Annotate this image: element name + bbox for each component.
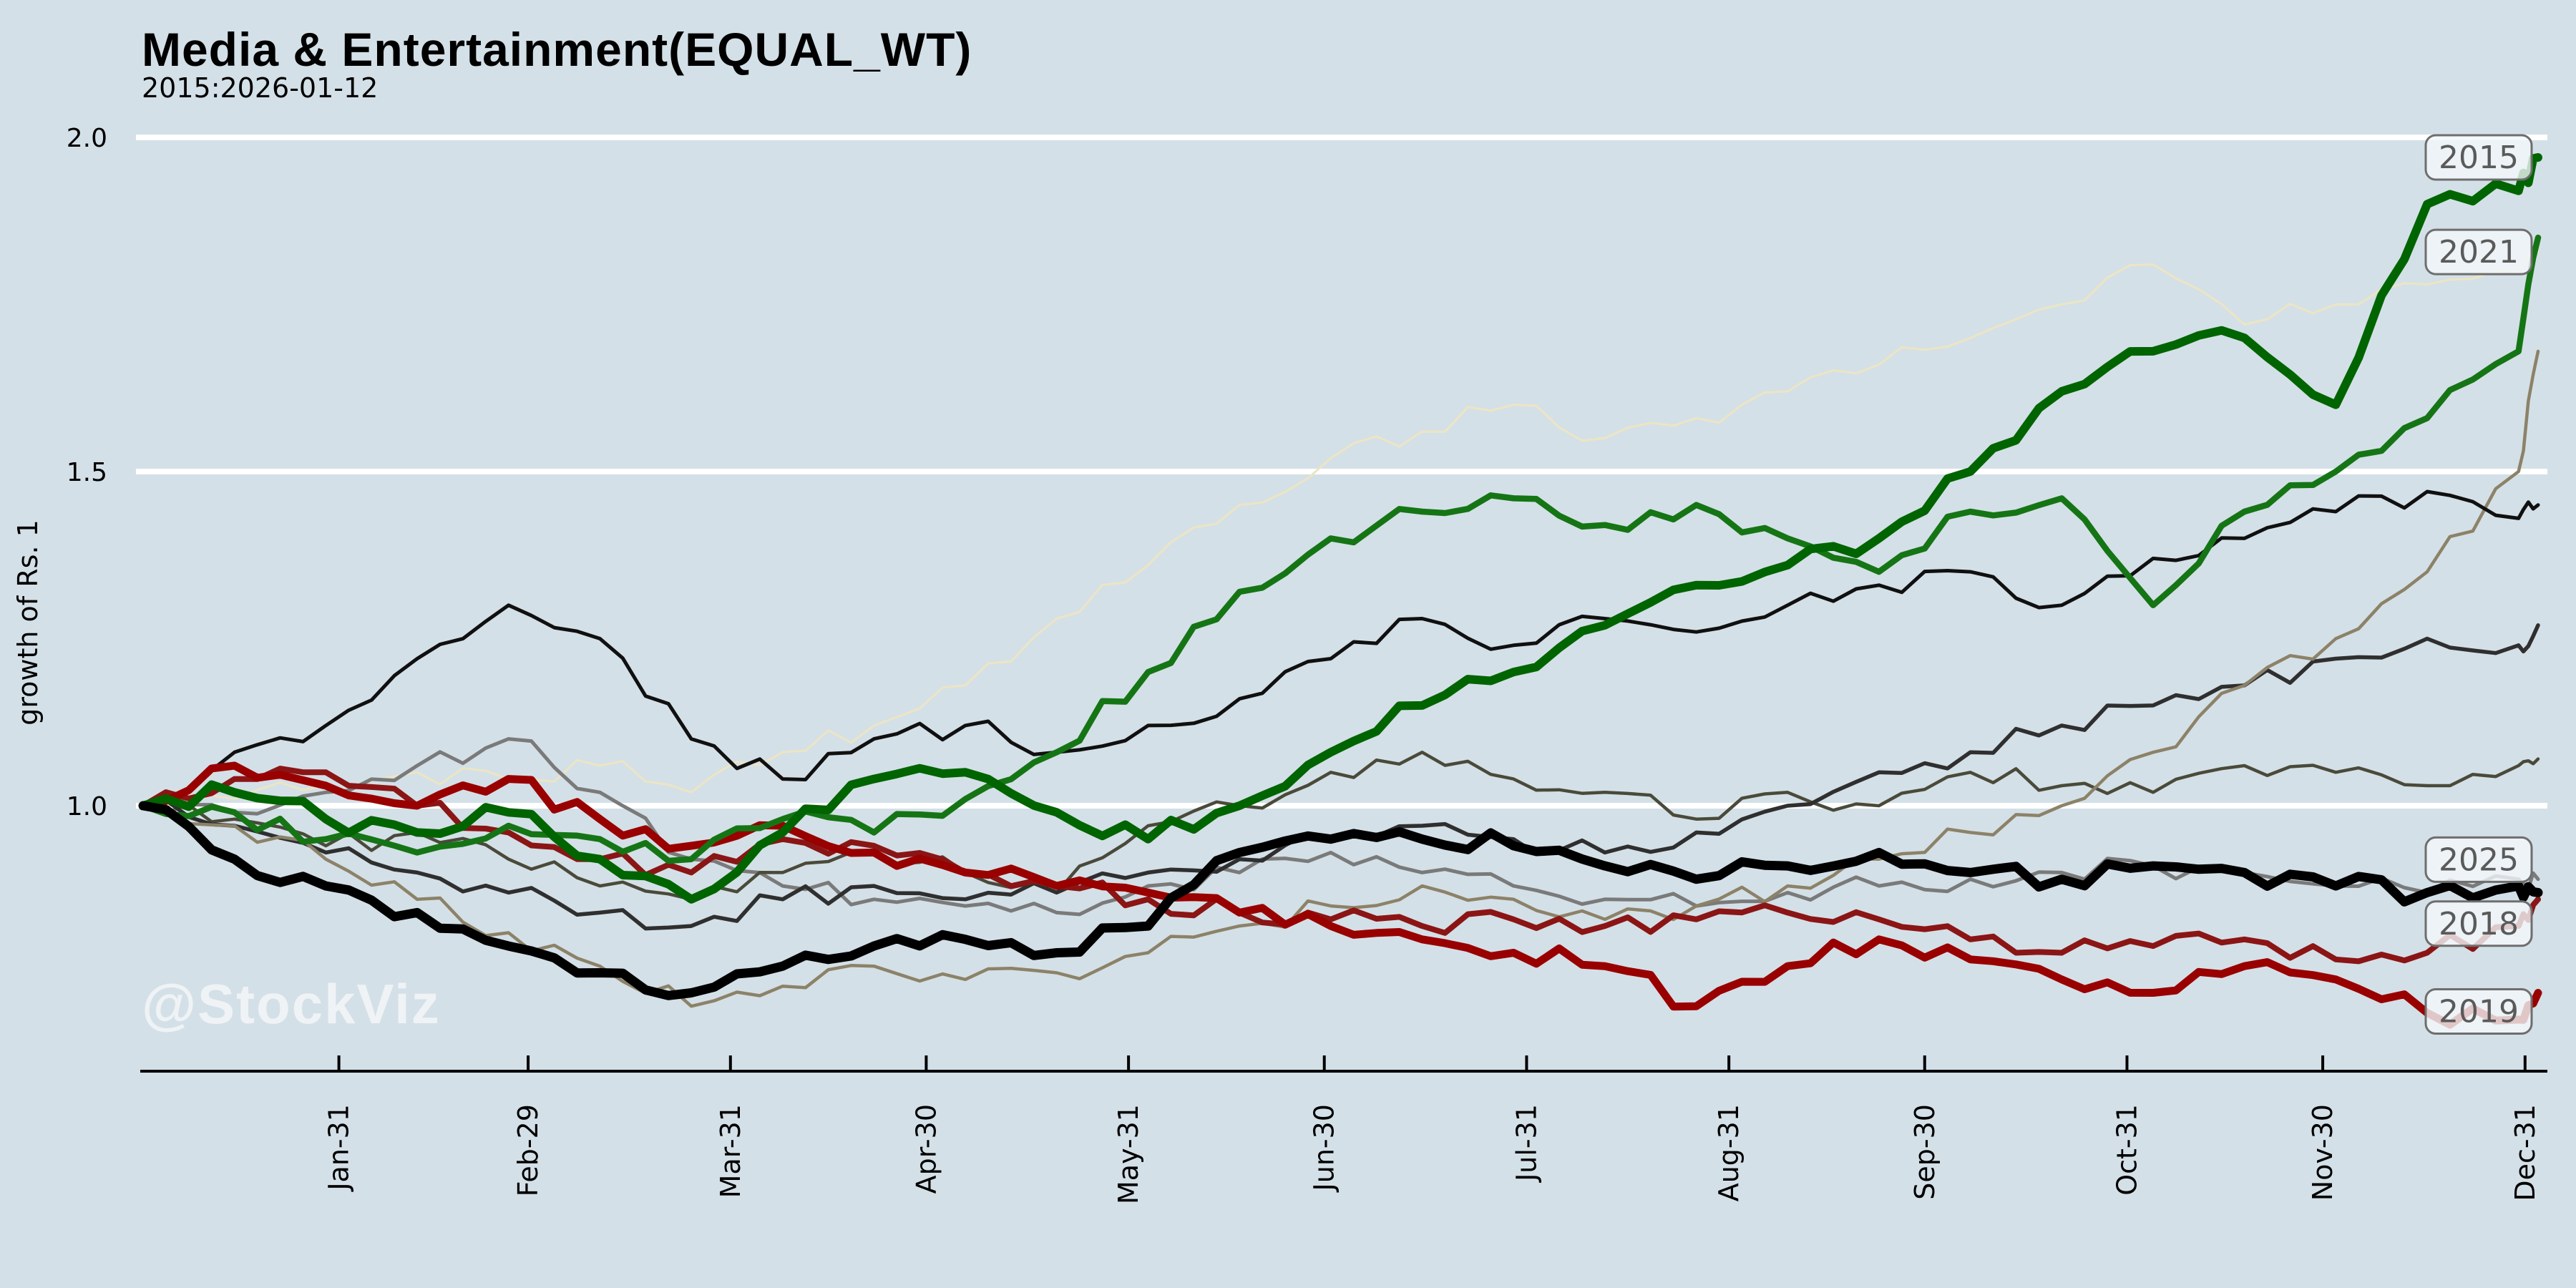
year-label-2019: 2019 — [2439, 994, 2519, 1030]
series-line-2024 — [141, 489, 2540, 808]
year-label-2021: 2021 — [2439, 234, 2519, 270]
series-line-2018 — [140, 766, 2541, 965]
series-line-2017 — [142, 250, 2540, 809]
x-tick-label-Jun-30: Jun-30 — [1309, 1104, 1340, 1192]
y-tick-label-2.0: 2.0 — [67, 124, 107, 153]
series-line-2025 — [138, 801, 2543, 1000]
x-tick-label-May-31: May-31 — [1113, 1104, 1144, 1204]
year-label-box-2021 — [2424, 228, 2533, 275]
y-tick-label-1.5: 1.5 — [67, 458, 107, 487]
x-tick-label-Jul-31: Jul-31 — [1511, 1104, 1542, 1183]
x-tick-label-Jan-31: Jan-31 — [323, 1104, 355, 1192]
year-label-box-2018 — [2424, 900, 2533, 947]
x-tick-label-Aug-31: Aug-31 — [1713, 1104, 1745, 1201]
y-tick-label-1.0: 1.0 — [67, 792, 107, 821]
x-tick-label-Apr-30: Apr-30 — [910, 1104, 942, 1194]
series-line-2020 — [141, 751, 2540, 902]
chart-subtitle: 2015:2026-01-12 — [142, 72, 379, 104]
x-tick-label-Feb-29: Feb-29 — [512, 1104, 544, 1196]
y-axis-title: growth of Rs. 1 — [12, 519, 44, 726]
stockviz-watermark: @StockViz — [142, 972, 441, 1035]
x-tick-label-Nov-30: Nov-30 — [2307, 1104, 2338, 1201]
chart-title: Media & Entertainment(EQUAL_WT) — [142, 23, 972, 76]
series-line-2021 — [140, 234, 2542, 864]
series-line-2023 — [141, 349, 2540, 1008]
x-tick-label-Sep-30: Sep-30 — [1909, 1104, 1941, 1200]
year-label-box-2025 — [2424, 836, 2533, 883]
year-label-box-2019 — [2424, 988, 2533, 1035]
x-tick-label-Oct-31: Oct-31 — [2111, 1104, 2142, 1196]
x-tick-label-Mar-31: Mar-31 — [715, 1104, 746, 1198]
year-label-2015: 2015 — [2439, 140, 2519, 176]
year-label-2018: 2018 — [2439, 906, 2519, 942]
x-tick-label-Dec-31: Dec-31 — [2509, 1104, 2541, 1201]
year-label-2025: 2025 — [2439, 841, 2519, 878]
series-line-2015 — [139, 153, 2542, 904]
series-line-2019 — [139, 761, 2542, 1029]
year-label-box-2015 — [2424, 134, 2533, 181]
